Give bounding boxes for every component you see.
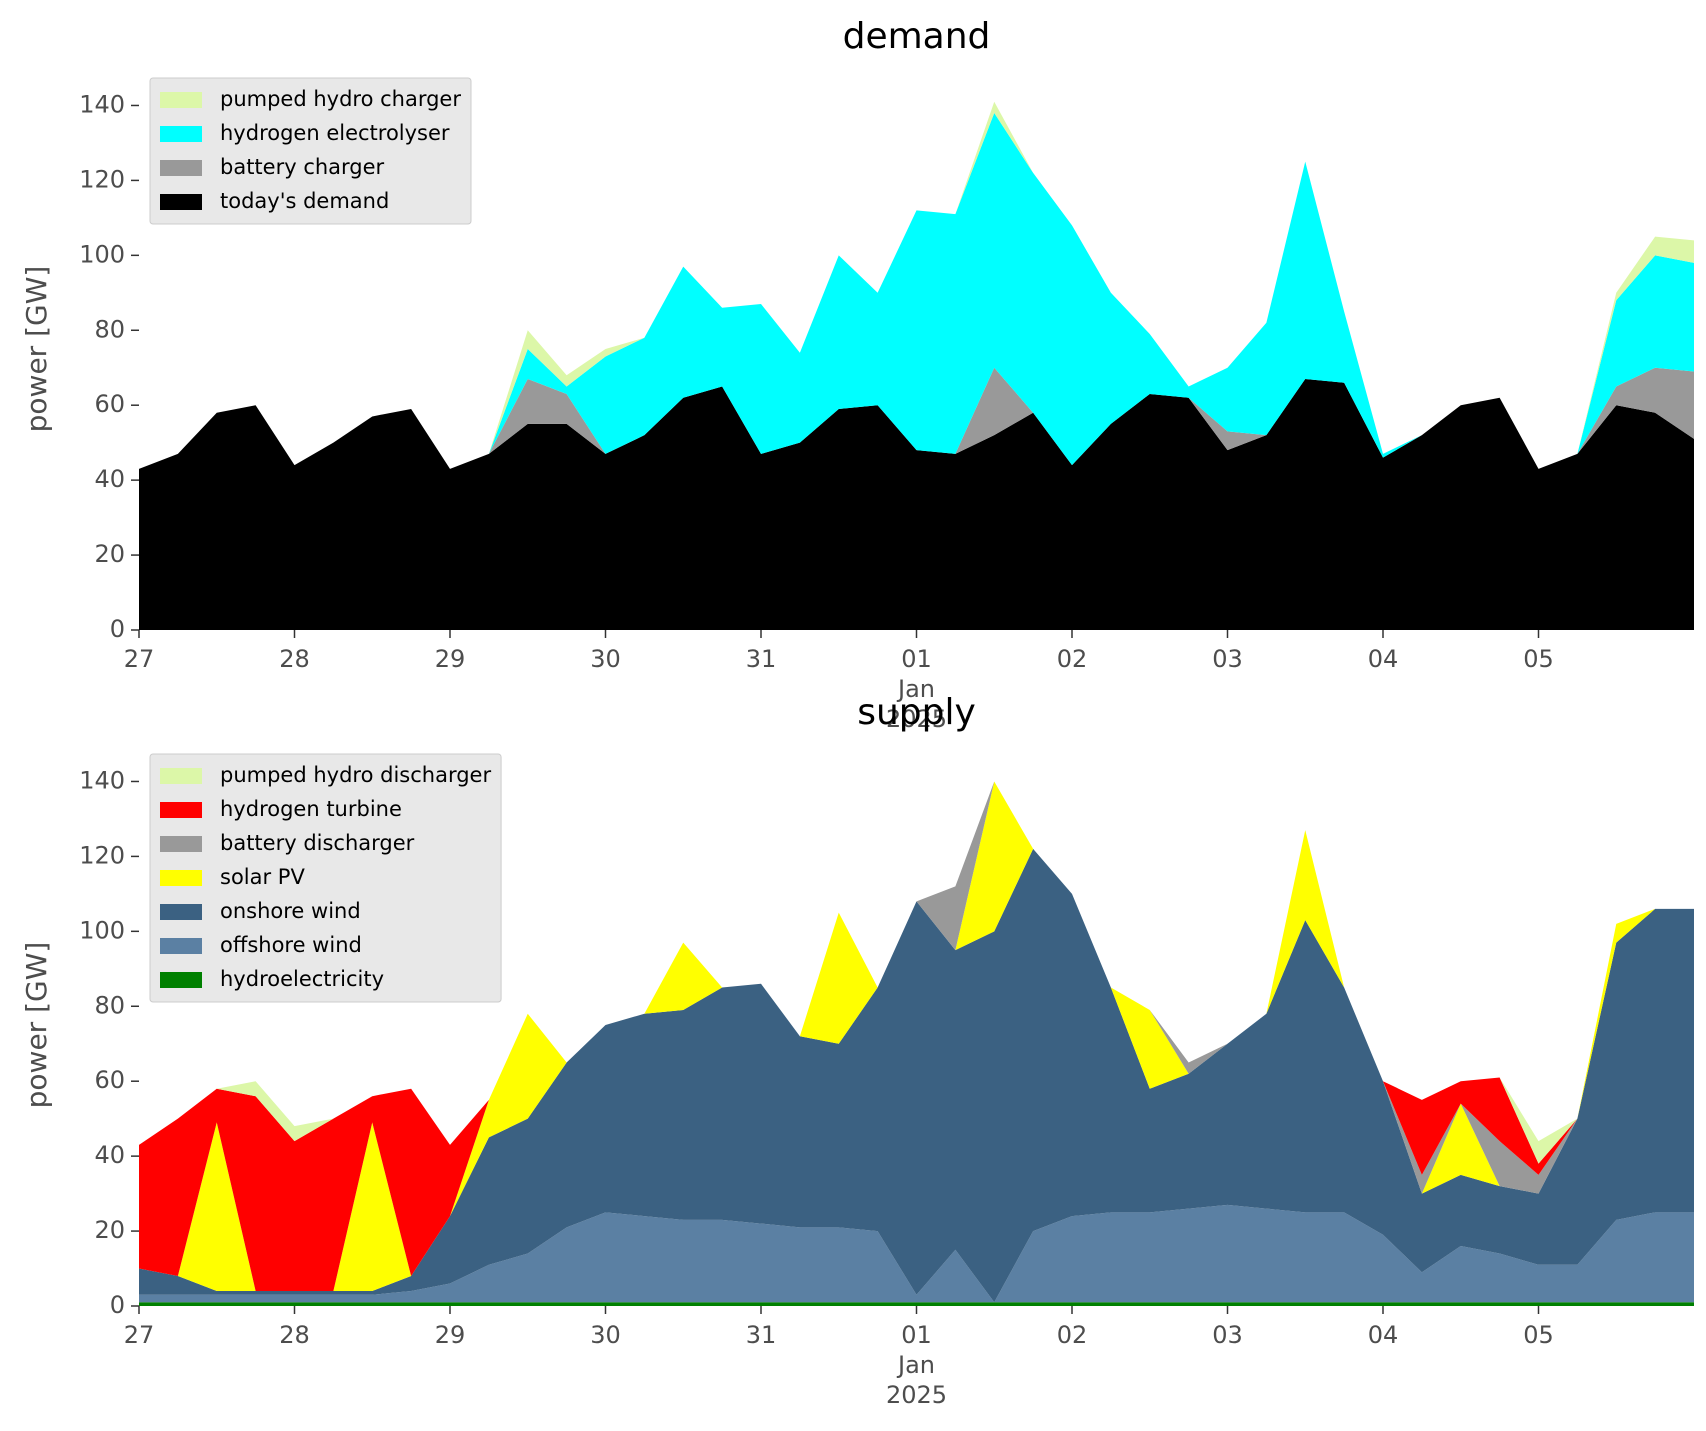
chart-title: supply [857, 692, 976, 733]
x-tick-label: 30 [590, 645, 621, 673]
x-date-note: Jan [896, 675, 935, 703]
legend-swatch [160, 126, 202, 142]
y-tick-label: 60 [94, 1066, 125, 1094]
x-tick-label: 01 [901, 1321, 932, 1349]
legend-swatch [160, 904, 202, 920]
x-tick-label: 28 [279, 1321, 310, 1349]
x-tick-label: 31 [746, 645, 777, 673]
x-tick-label: 03 [1212, 645, 1243, 673]
x-tick-label: 31 [746, 1321, 777, 1349]
y-tick-label: 140 [79, 766, 125, 794]
y-tick-label: 80 [94, 991, 125, 1019]
x-tick-label: 04 [1368, 1321, 1399, 1349]
x-tick-label: 29 [435, 1321, 466, 1349]
legend-label: solar PV [220, 865, 305, 889]
y-tick-label: 0 [110, 615, 125, 643]
legend-label: hydrogen electrolyser [220, 121, 450, 145]
area [139, 367, 1694, 469]
area [139, 781, 1694, 1292]
legend-label: onshore wind [220, 899, 361, 923]
y-tick-label: 100 [79, 240, 125, 268]
legend-swatch [160, 768, 202, 784]
legend-swatch [160, 92, 202, 108]
legend-label: hydrogen turbine [220, 797, 402, 821]
x-tick-label: 02 [1057, 1321, 1088, 1349]
legend-swatch [160, 870, 202, 886]
y-tick-label: 80 [94, 315, 125, 343]
chart-title: demand [843, 16, 991, 57]
legend-swatch [160, 194, 202, 210]
area [139, 781, 1694, 1292]
area [139, 112, 1694, 469]
area [139, 1204, 1694, 1303]
legend-swatch [160, 160, 202, 176]
legend-swatch [160, 938, 202, 954]
x-tick-label: 04 [1368, 645, 1399, 673]
x-tick-label: 28 [279, 645, 310, 673]
x-tick-label: 27 [124, 1321, 155, 1349]
y-tick-label: 40 [94, 1141, 125, 1169]
y-tick-label: 120 [79, 165, 125, 193]
legend-label: battery discharger [220, 831, 415, 855]
y-tick-label: 20 [94, 540, 125, 568]
y-tick-label: 40 [94, 465, 125, 493]
y-axis-label: power [GW] [20, 942, 53, 1109]
legend-box [149, 77, 472, 225]
legend-box [149, 753, 502, 1003]
legend-label: pumped hydro charger [220, 87, 461, 111]
y-tick-label: 120 [79, 841, 125, 869]
x-date-note: 2025 [886, 1381, 947, 1409]
legend-swatch [160, 802, 202, 818]
x-tick-label: 05 [1523, 645, 1554, 673]
area [139, 1302, 1694, 1306]
x-tick-label: 01 [901, 645, 932, 673]
x-tick-label: 27 [124, 645, 155, 673]
x-tick-label: 02 [1057, 645, 1088, 673]
legend-swatch [160, 972, 202, 988]
x-date-note: Jan [896, 1351, 935, 1379]
area [139, 378, 1694, 630]
x-tick-label: 30 [590, 1321, 621, 1349]
legend-label: offshore wind [220, 933, 362, 957]
legend-label: battery charger [220, 155, 385, 179]
y-tick-label: 20 [94, 1216, 125, 1244]
y-tick-label: 60 [94, 390, 125, 418]
legend: pumped hydro discharger hydrogen turbine b… [149, 753, 502, 1003]
legend: pumped hydro charger hydrogen electrolyse… [149, 77, 472, 225]
x-tick-label: 29 [435, 645, 466, 673]
legend-swatch [160, 836, 202, 852]
x-tick-label: 03 [1212, 1321, 1243, 1349]
area [139, 848, 1694, 1303]
x-tick-label: 05 [1523, 1321, 1554, 1349]
legend-label: hydroelectricity [220, 967, 384, 991]
x-date-note: 2025 [886, 705, 947, 733]
y-tick-label: 140 [79, 90, 125, 118]
legend-label: pumped hydro discharger [220, 763, 491, 787]
y-tick-label: 100 [79, 916, 125, 944]
y-tick-label: 0 [110, 1291, 125, 1319]
legend-label: today's demand [220, 189, 389, 213]
y-axis-label: power [GW] [20, 266, 53, 433]
